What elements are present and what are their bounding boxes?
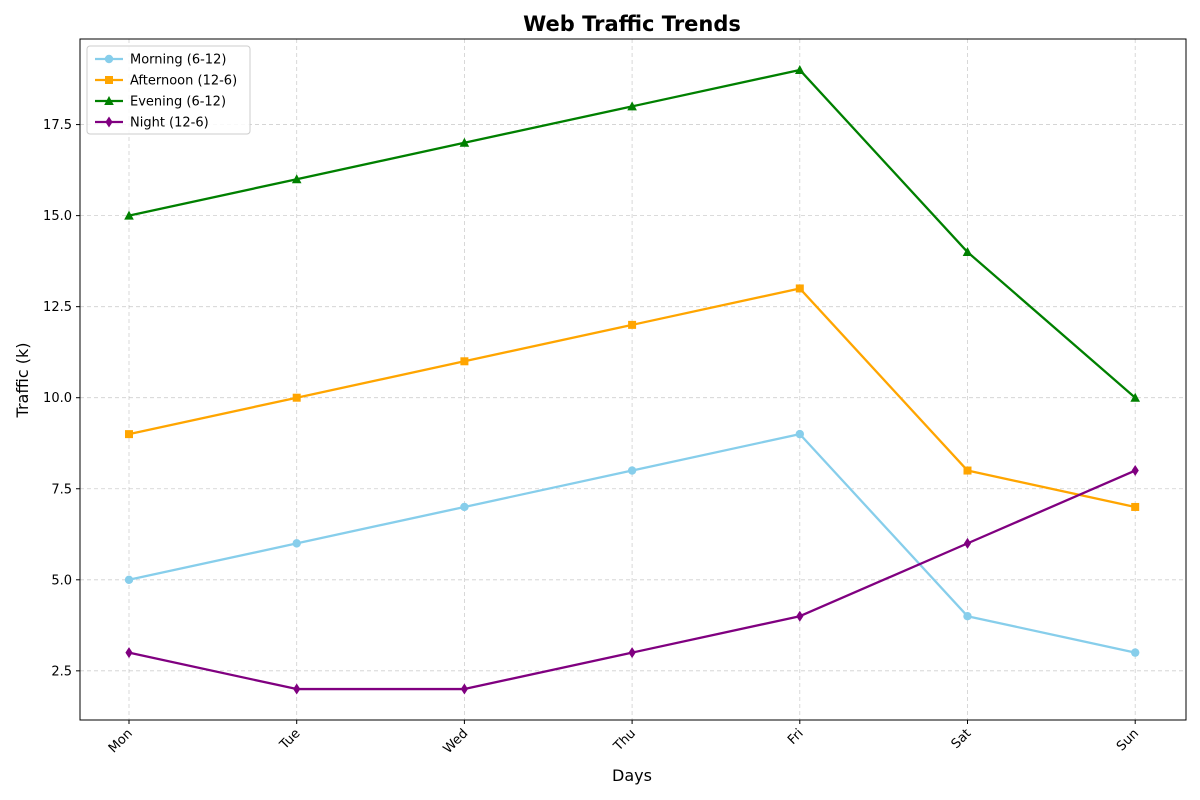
legend-label-evening: Evening (6-12) <box>130 95 226 110</box>
x-tick-label: Fri <box>785 726 807 748</box>
series-night <box>125 465 1139 695</box>
data-point-afternoon <box>125 430 133 439</box>
legend-marker-afternoon <box>105 76 113 84</box>
legend-box <box>86 45 251 135</box>
x-tick-label: Wed <box>441 726 472 757</box>
data-point-evening <box>124 210 134 220</box>
grid <box>80 39 1186 720</box>
y-tick-label: 15.0 <box>43 209 72 224</box>
data-point-morning <box>124 575 134 584</box>
data-point-evening <box>1130 392 1140 402</box>
x-tick-label: Tue <box>277 726 304 753</box>
series-morning <box>124 429 1140 657</box>
data-point-night <box>460 683 468 695</box>
data-point-morning <box>460 502 469 512</box>
data-point-night <box>293 683 301 695</box>
data-point-night <box>628 647 636 659</box>
y-tick-label: 12.5 <box>43 300 72 315</box>
data-point-morning <box>963 612 972 621</box>
data-point-afternoon <box>460 357 469 366</box>
series-afternoon <box>125 284 1140 511</box>
legend-marker-morning <box>104 54 114 64</box>
legend-label-morning: Morning (6-12) <box>130 53 226 68</box>
data-point-morning <box>292 539 301 548</box>
data-point-morning <box>1131 648 1140 657</box>
series-layer <box>124 64 1140 695</box>
data-point-afternoon <box>292 393 301 402</box>
legend-marker-night <box>105 116 113 128</box>
series-evening <box>124 64 1140 402</box>
y-tick-label: 10.0 <box>43 391 72 406</box>
y-tick-label: 7.5 <box>51 482 72 497</box>
data-point-evening <box>459 137 470 147</box>
data-point-evening <box>795 64 805 74</box>
data-point-evening <box>291 174 302 184</box>
data-point-night <box>1131 465 1139 477</box>
data-point-afternoon <box>628 320 637 329</box>
x-tick-label: Mon <box>106 726 136 756</box>
data-point-evening <box>627 101 637 111</box>
data-point-morning <box>795 429 804 439</box>
data-point-night <box>125 647 133 659</box>
legend-label-night: Night (12-6) <box>130 116 209 131</box>
y-tick-label: 2.5 <box>51 664 72 679</box>
x-axis-label: Days <box>612 766 652 785</box>
data-point-morning <box>627 466 637 475</box>
chart-title: Web Traffic Trends <box>523 12 741 36</box>
legend: Morning (6-12) Afternoon (12-6) Evening (6… <box>86 45 251 135</box>
data-point-night <box>796 610 804 622</box>
x-tick-label: Sun <box>1114 726 1142 754</box>
y-tick-label: 5.0 <box>51 573 72 588</box>
y-tick-label: 17.5 <box>43 118 72 133</box>
data-point-evening <box>962 247 973 257</box>
data-point-night <box>963 537 972 549</box>
x-tick-label: Sat <box>949 726 975 752</box>
y-axis-label: Traffic (k) <box>13 343 32 419</box>
data-point-afternoon <box>963 466 972 475</box>
legend-label-afternoon: Afternoon (12-6) <box>130 74 237 89</box>
data-point-afternoon <box>1131 502 1140 511</box>
x-tick-label: Thu <box>610 726 639 755</box>
plot-frame <box>79 38 1187 721</box>
legend-marker-evening <box>104 96 114 105</box>
data-point-afternoon <box>795 284 804 293</box>
